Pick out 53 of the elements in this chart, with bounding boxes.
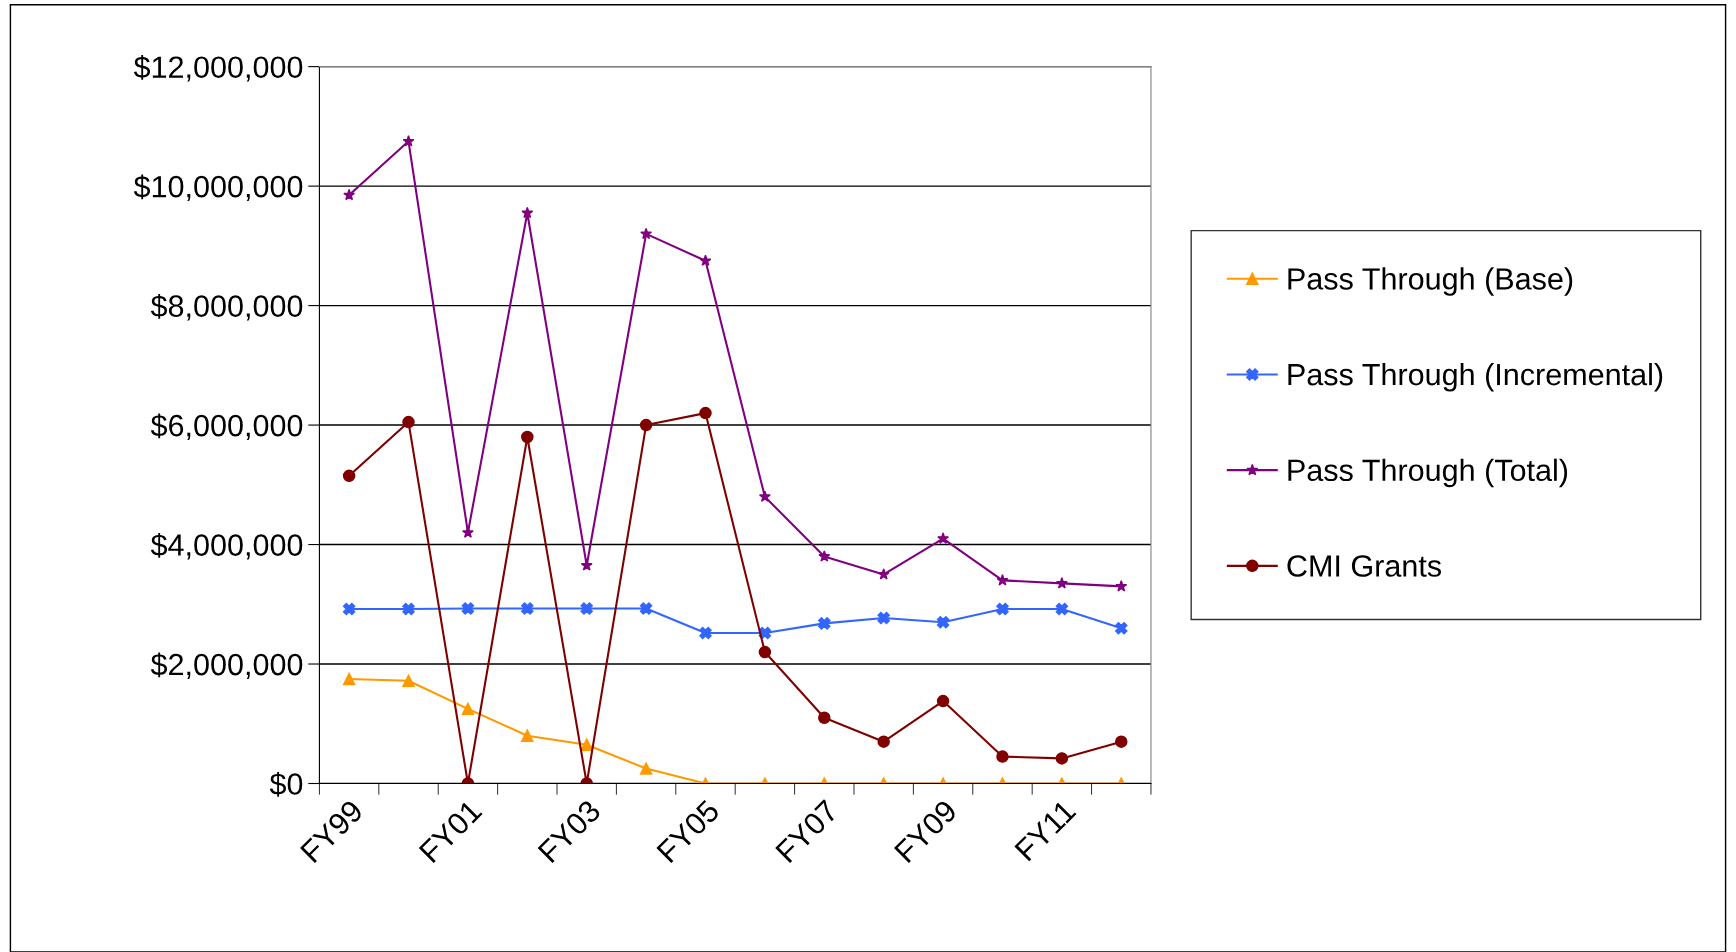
y-tick-label: $6,000,000: [150, 413, 303, 441]
point: [996, 574, 1009, 586]
legend-label: CMI Grants: [1287, 555, 1442, 577]
y-tick-label: $12,000,000: [133, 55, 303, 82]
point: [521, 430, 534, 444]
point: [758, 645, 772, 659]
point: [580, 738, 593, 751]
point: [402, 602, 415, 616]
y-tick-label: $0: [269, 771, 303, 797]
point: [461, 702, 475, 716]
point: [936, 615, 950, 629]
point: [699, 254, 712, 266]
point: [1055, 752, 1069, 765]
point: [1115, 735, 1128, 748]
y-tick-label: $8,000,000: [150, 294, 303, 321]
point: [521, 602, 534, 615]
point: [758, 490, 771, 502]
point: [937, 532, 950, 544]
point: [521, 206, 534, 219]
point: [521, 729, 534, 742]
point: [699, 626, 712, 640]
point: [877, 611, 890, 625]
point: [936, 694, 950, 708]
point: [640, 227, 653, 240]
point: [996, 602, 1009, 616]
point: [877, 735, 890, 748]
point: [342, 672, 356, 686]
point: [580, 602, 593, 615]
point: [818, 617, 831, 630]
point: [818, 550, 831, 562]
point: [1055, 602, 1069, 616]
legend-label: Pass Through (Total): [1288, 458, 1568, 488]
point: [996, 750, 1009, 763]
point: [818, 711, 831, 725]
point: [342, 602, 356, 616]
point: [639, 762, 653, 775]
point: [1115, 621, 1128, 635]
point: [402, 415, 415, 429]
y-tick-label: $10,000,000: [133, 174, 303, 202]
point: [639, 602, 653, 615]
point: [461, 602, 475, 615]
y-tick-label: $2,000,000: [150, 652, 303, 679]
point: [402, 135, 415, 147]
point: [1115, 580, 1128, 592]
point: [343, 188, 356, 201]
legend-label: Pass Through (Base): [1288, 267, 1573, 296]
point: [639, 418, 653, 432]
point: [402, 674, 415, 687]
point: [342, 469, 356, 483]
point: [1055, 577, 1068, 589]
legend-label: Pass Through (Incremental): [1288, 362, 1663, 392]
y-tick-label: $4,000,000: [150, 532, 303, 560]
point: [699, 406, 712, 420]
